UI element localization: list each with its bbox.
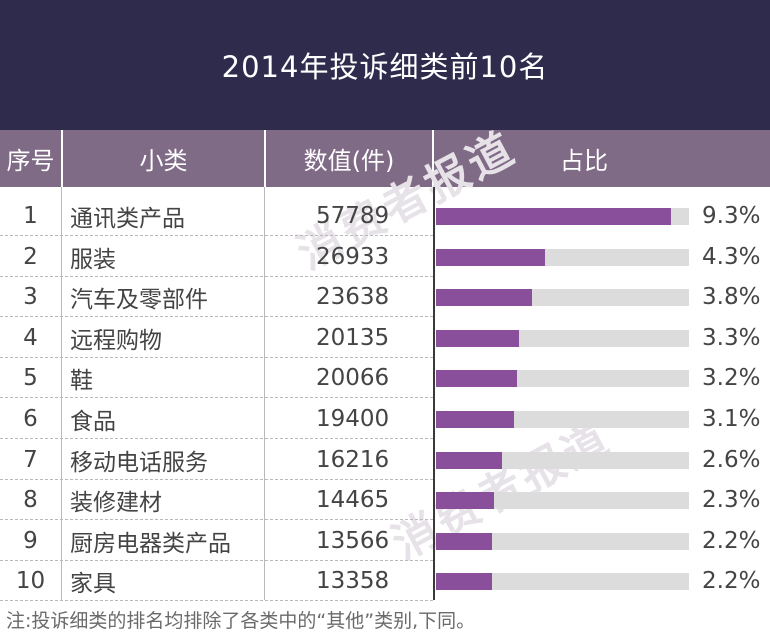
category-cell: 汽车及零部件 [70,287,208,314]
row-divider [0,559,433,561]
bar-track [436,370,689,388]
category-cell: 鞋 [70,368,93,395]
bar-track [436,532,689,550]
header-category: 小类 [139,147,188,175]
rank-cell: 3 [23,284,38,311]
table-row: 9 厨房电器类产品 13566 2.2% [0,521,770,561]
share-label: 2.2% [702,527,761,554]
count-cell: 16216 [316,446,390,473]
share-label: 3.3% [702,324,761,351]
row-divider [0,600,433,602]
bar-track [436,208,689,225]
bar-track [436,411,689,428]
category-cell: 装修建材 [70,490,162,517]
bar [436,370,517,388]
column-divider [264,187,265,600]
header-rank: 序号 [6,147,55,175]
bar [436,208,671,225]
row-divider [0,316,433,318]
rank-cell: 8 [23,487,38,514]
table-row: 7 移动电话服务 16216 2.6% [0,440,770,480]
bar [436,329,519,347]
table-row: 6 食品 19400 3.1% [0,399,770,439]
column-divider [61,187,62,600]
header-count: 数值(件) [303,147,395,175]
count-cell: 13358 [316,568,390,595]
table-header: 序号 小类 数值(件) 占比 [0,130,770,187]
count-cell: 20135 [316,324,390,351]
row-divider [0,235,433,236]
share-label: 9.3% [702,203,761,229]
rank-cell: 7 [23,446,38,473]
row-divider [0,478,433,480]
bar [436,532,492,550]
bar [436,248,545,266]
table-row: 1 通讯类产品 57789 9.3% [0,196,770,236]
table-row: 4 远程购物 20135 3.3% [0,318,770,358]
count-cell: 57789 [316,203,390,229]
row-divider [0,356,433,358]
share-label: 2.2% [702,568,761,595]
category-cell: 服装 [70,246,116,273]
rank-cell: 1 [23,203,38,229]
category-cell: 通讯类产品 [70,206,185,232]
bar [436,492,494,510]
rank-cell: 4 [23,324,38,351]
table-row: 3 汽车及零部件 23638 3.8% [0,277,770,318]
chart-title: 2014年投诉细类前10名 [0,0,770,130]
row-divider [0,519,433,521]
bar [436,289,532,307]
header-divider [264,130,266,187]
count-cell: 19400 [316,406,390,432]
table-row: 5 鞋 20066 3.2% [0,358,770,399]
row-divider [0,275,433,277]
category-cell: 厨房电器类产品 [70,530,231,557]
rank-cell: 5 [23,365,38,392]
share-label: 2.6% [702,446,761,473]
share-label: 2.3% [702,487,761,514]
rank-cell: 2 [23,243,38,270]
category-cell: 远程购物 [70,327,162,354]
header-share: 占比 [560,147,608,175]
bar [436,411,514,428]
bar-track [436,289,689,307]
count-cell: 23638 [316,284,390,311]
category-cell: 食品 [70,409,116,435]
row-divider [0,438,433,439]
header-divider [61,130,63,187]
bar [436,573,492,591]
bar-axis-line [433,187,435,600]
count-cell: 20066 [316,365,390,392]
table-row: 8 装修建材 14465 2.3% [0,480,770,521]
share-label: 3.8% [702,284,761,311]
table-row: 10 家具 13358 2.2% [0,561,770,602]
count-cell: 26933 [316,243,390,270]
bar-track [436,492,689,510]
category-cell: 移动电话服务 [70,449,208,476]
share-label: 3.2% [702,365,761,392]
count-cell: 13566 [316,527,390,554]
row-divider [0,397,433,399]
share-label: 4.3% [702,243,761,270]
rank-cell: 6 [23,406,38,432]
footnote: 注:投诉细类的排名均排除了各类中的“其他”类别,下同。 [6,610,476,632]
count-cell: 14465 [316,487,390,514]
bar-track [436,329,689,347]
bar-track [436,248,689,266]
bar-track [436,451,689,469]
rank-cell: 9 [23,527,38,554]
rank-cell: 10 [15,568,46,595]
bar-track [436,573,689,591]
table-row: 2 服装 26933 4.3% [0,237,770,277]
category-cell: 家具 [70,571,116,598]
bar [436,451,502,469]
header-divider [432,130,434,187]
share-label: 3.1% [702,406,761,432]
